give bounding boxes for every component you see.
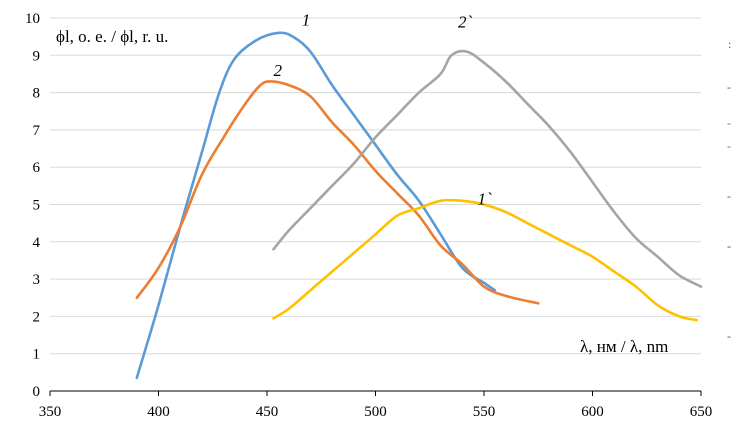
x-tick-label: 650: [690, 404, 713, 420]
x-tick-label: 500: [364, 404, 387, 420]
x-tick-label: 350: [39, 404, 62, 420]
y-tick-labels: 0 1 2 3 4 5 6 7 8 9 10: [25, 11, 41, 400]
series-label: 1`: [477, 190, 492, 209]
x-tick-label: 600: [581, 404, 604, 420]
x-tick-label: 450: [256, 404, 279, 420]
x-axis-label: λ, нм / λ, nm: [580, 337, 668, 356]
series-line-2: [135, 80, 540, 305]
edge-mark: -: [727, 239, 731, 253]
y-tick-label: 3: [33, 272, 41, 288]
y-tick-label: 9: [33, 48, 41, 64]
series-line-3: [272, 49, 703, 288]
edge-mark: :: [728, 37, 731, 51]
series-labels: 1 2 2` 1`: [274, 10, 492, 208]
series-line-4: [272, 198, 698, 322]
y-tick-label: 2: [33, 309, 41, 325]
x-tick-label: 400: [147, 404, 170, 420]
y-axis-label: ϕl, o. e. / ϕl, r. u.: [56, 27, 168, 46]
y-tick-label: 4: [33, 235, 41, 251]
y-tick-label: 0: [33, 384, 41, 400]
series-label: 2`: [458, 12, 473, 31]
y-tick-label: 1: [33, 347, 41, 363]
x-tick-label: 550: [473, 404, 496, 420]
edge-mark: -: [727, 139, 731, 153]
x-tick-labels: 350 400 450 500 550 600 650: [39, 391, 713, 420]
series-label: 1: [302, 10, 311, 29]
edge-mark: -: [727, 189, 731, 203]
series-line-1: [135, 31, 497, 380]
grid-layer: [50, 17, 701, 355]
edge-mark: -: [727, 80, 731, 94]
series-label: 2: [274, 61, 283, 80]
y-tick-label: 10: [25, 11, 40, 27]
y-tick-label: 8: [33, 86, 41, 102]
y-tick-label: 6: [33, 160, 41, 176]
edge-mark: -: [727, 329, 731, 343]
edge-mark: -: [727, 116, 731, 130]
cropped-edge-marks: : - - - - - -: [727, 37, 731, 343]
y-tick-label: 5: [33, 198, 41, 214]
y-tick-label: 7: [33, 123, 41, 139]
series-layer: [135, 31, 703, 380]
